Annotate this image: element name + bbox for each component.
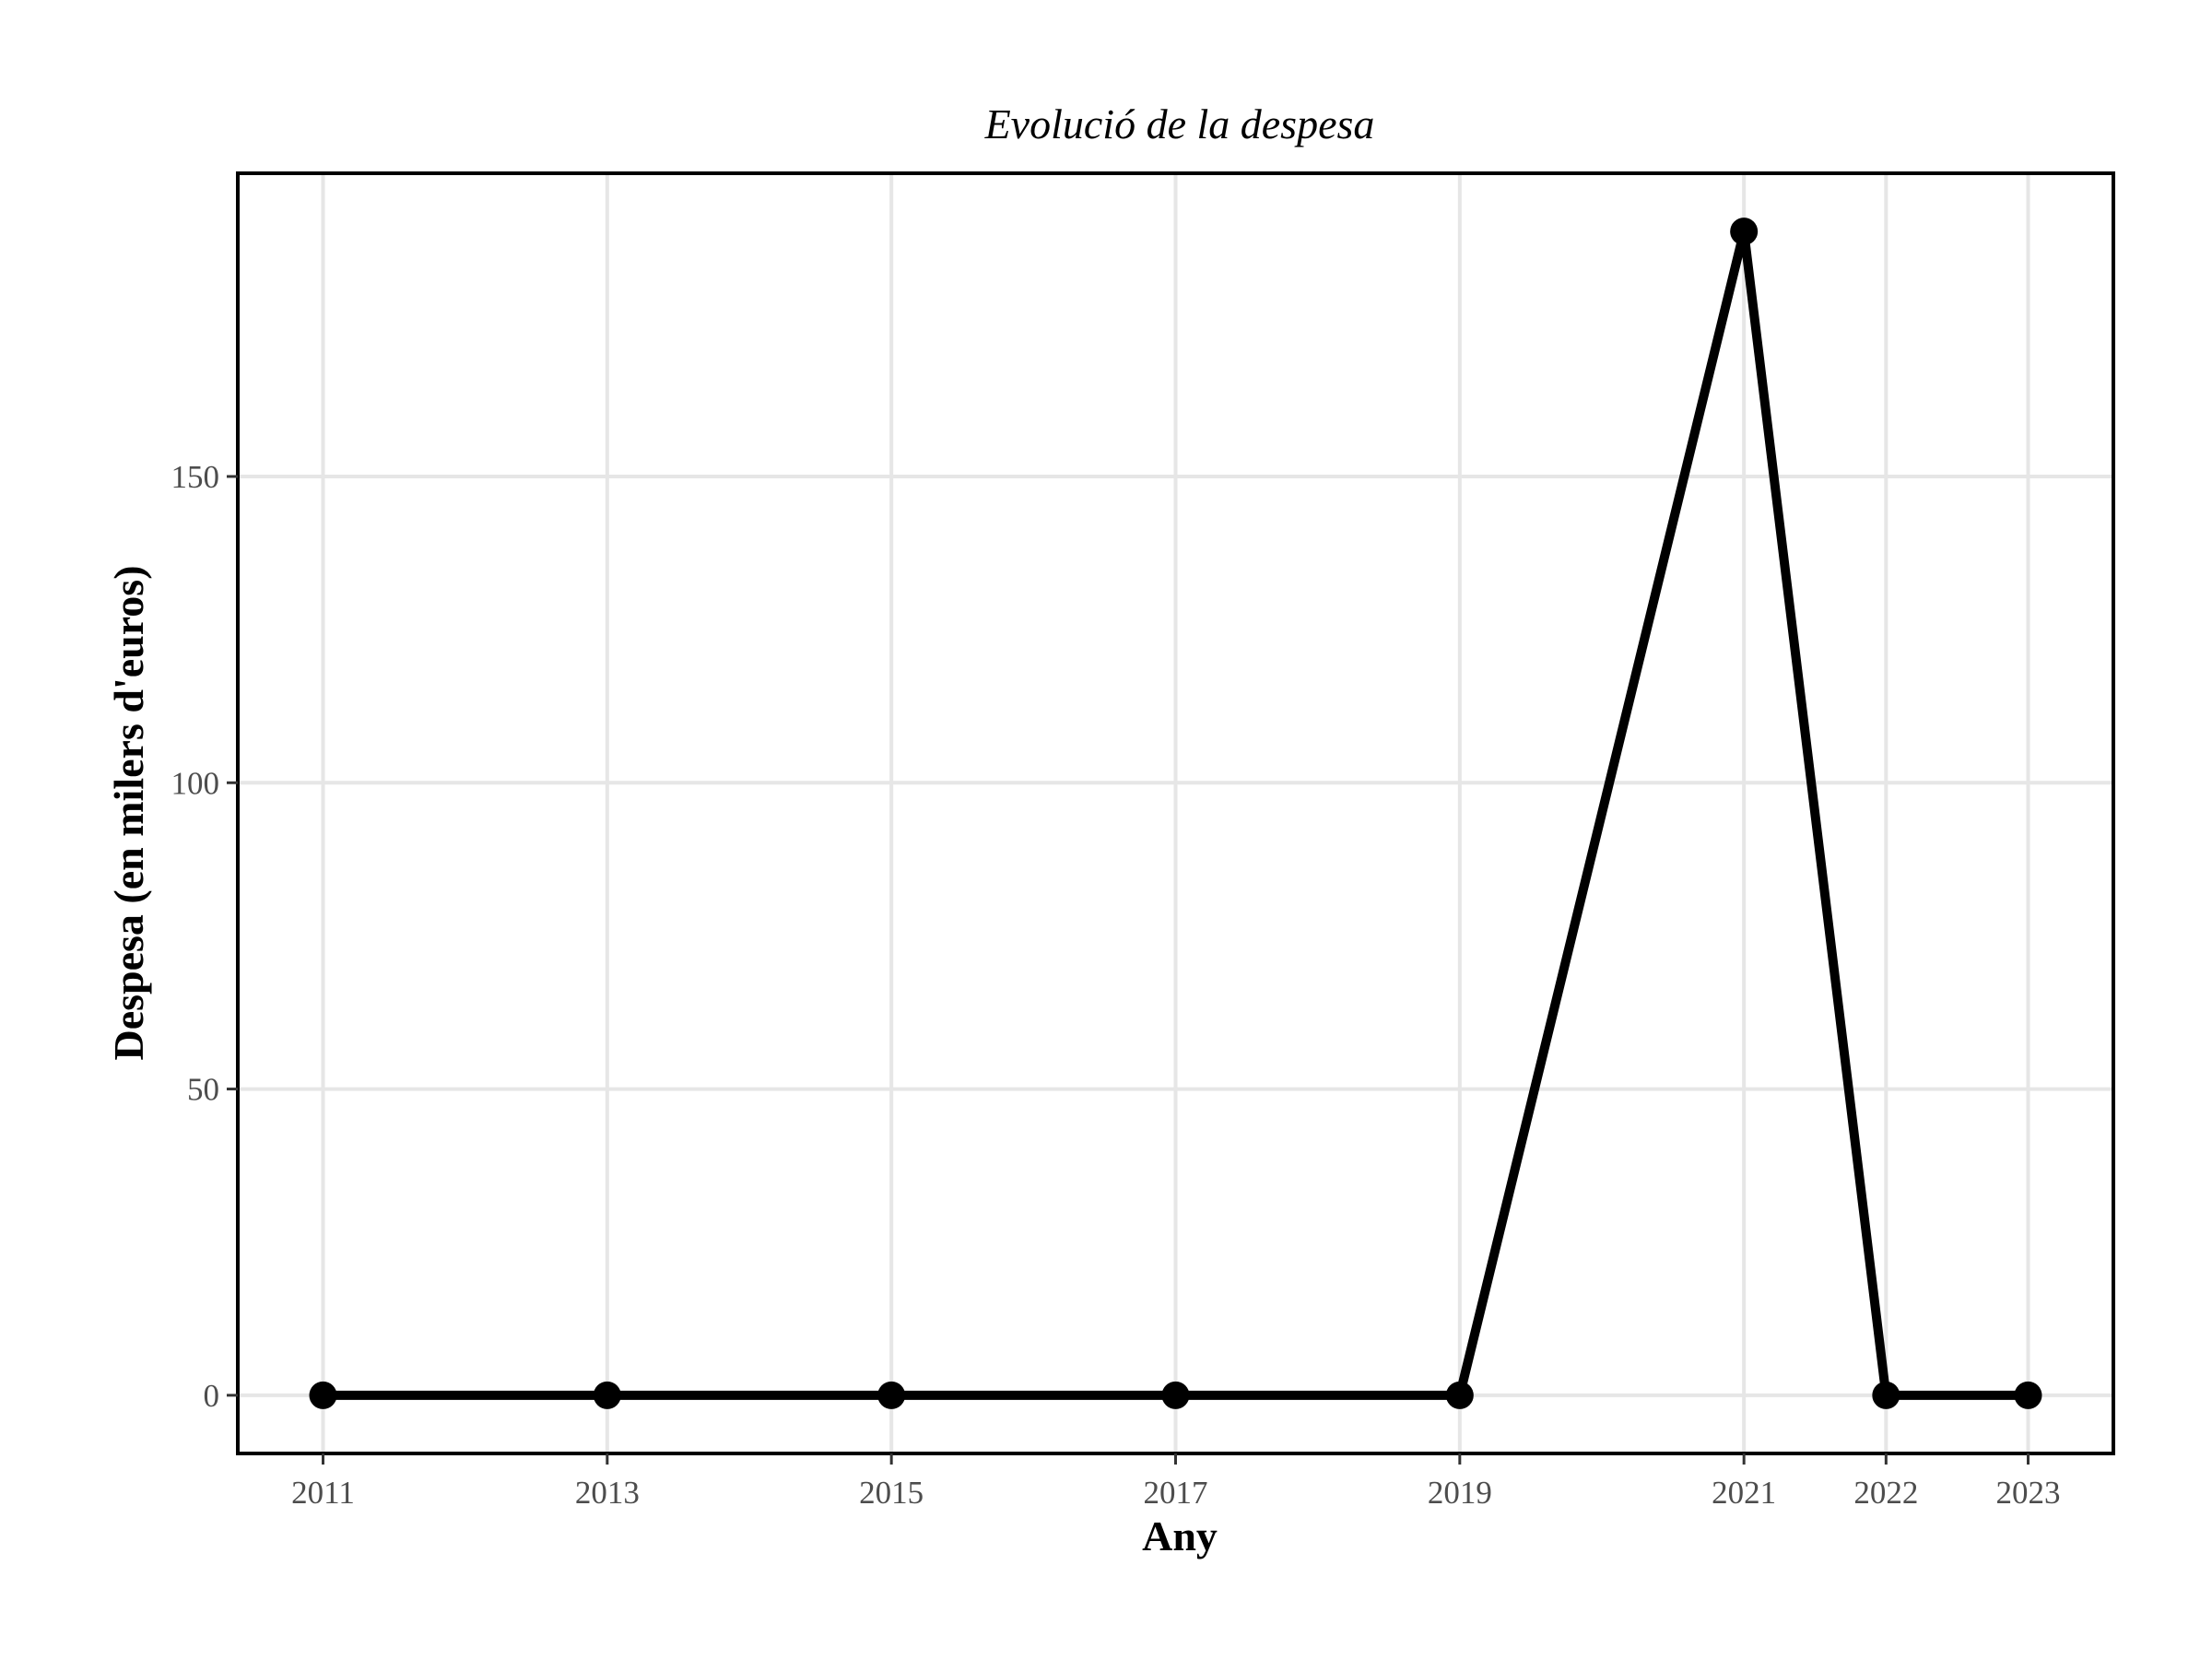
series-line (323, 229, 2029, 1400)
y-tick-label: 100 (171, 765, 220, 801)
x-axis-title: Any (1142, 1512, 1218, 1559)
x-tick-label: 2017 (1144, 1475, 1208, 1511)
x-tick-label: 2015 (859, 1475, 924, 1511)
data-series (309, 218, 2042, 1409)
data-point (1872, 1381, 1900, 1409)
x-tick-label: 2023 (1996, 1475, 2061, 1511)
data-point (1445, 1381, 1474, 1409)
x-tick-label: 2022 (1853, 1475, 1918, 1511)
data-point (1730, 218, 1759, 246)
y-tick-label: 50 (187, 1072, 219, 1108)
data-point (593, 1381, 621, 1409)
x-tick-label: 2013 (575, 1475, 640, 1511)
y-axis-title: Despesa (en milers d'euros) (105, 565, 152, 1060)
data-point (309, 1381, 337, 1409)
data-point (1161, 1381, 1190, 1409)
axes: 0 50 100 150 2011 2013 2015 2017 2019 2021 2022 202… (171, 459, 2061, 1511)
x-tick-label: 2019 (1428, 1475, 1492, 1511)
gridlines (238, 173, 2113, 1453)
y-tick-label: 150 (171, 459, 220, 495)
x-tick-label: 2021 (1712, 1475, 1776, 1511)
data-point (877, 1381, 906, 1409)
chart-title: Evolució de la despesa (984, 100, 1375, 147)
y-tick-label: 0 (204, 1378, 220, 1414)
data-point (2014, 1381, 2042, 1409)
x-tick-label: 2011 (291, 1475, 355, 1511)
